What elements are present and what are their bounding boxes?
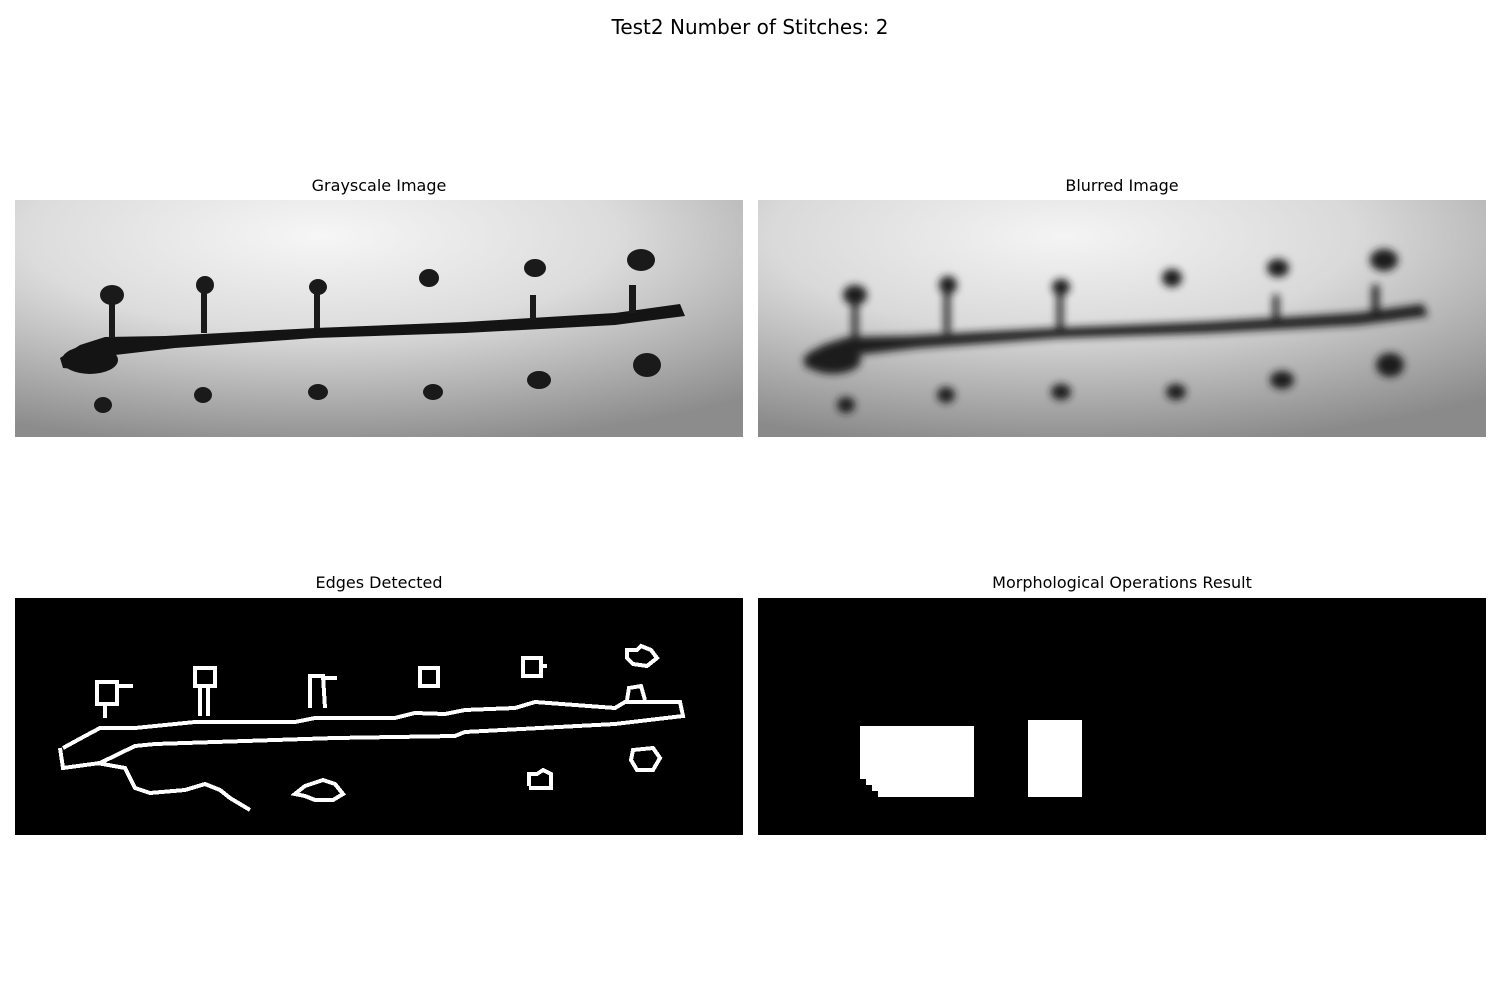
panel-title-edges: Edges Detected (315, 573, 443, 592)
panel-title-blurred: Blurred Image (1065, 176, 1179, 195)
edge-outlines (58, 643, 686, 812)
panel-title-grayscale: Grayscale Image (311, 176, 447, 195)
stitch-dots (94, 249, 661, 413)
grayscale-image (15, 200, 743, 437)
detected-stitch-blobs (860, 720, 1082, 797)
blurred-image (758, 200, 1486, 437)
wound-line-blurred (803, 249, 1428, 413)
panel-title-morphology: Morphological Operations Result (992, 573, 1252, 592)
figure-title: Test2 Number of Stitches: 2 (611, 15, 889, 39)
morphology-image (758, 598, 1486, 835)
wound-line (60, 304, 685, 374)
edges-image (15, 598, 743, 835)
